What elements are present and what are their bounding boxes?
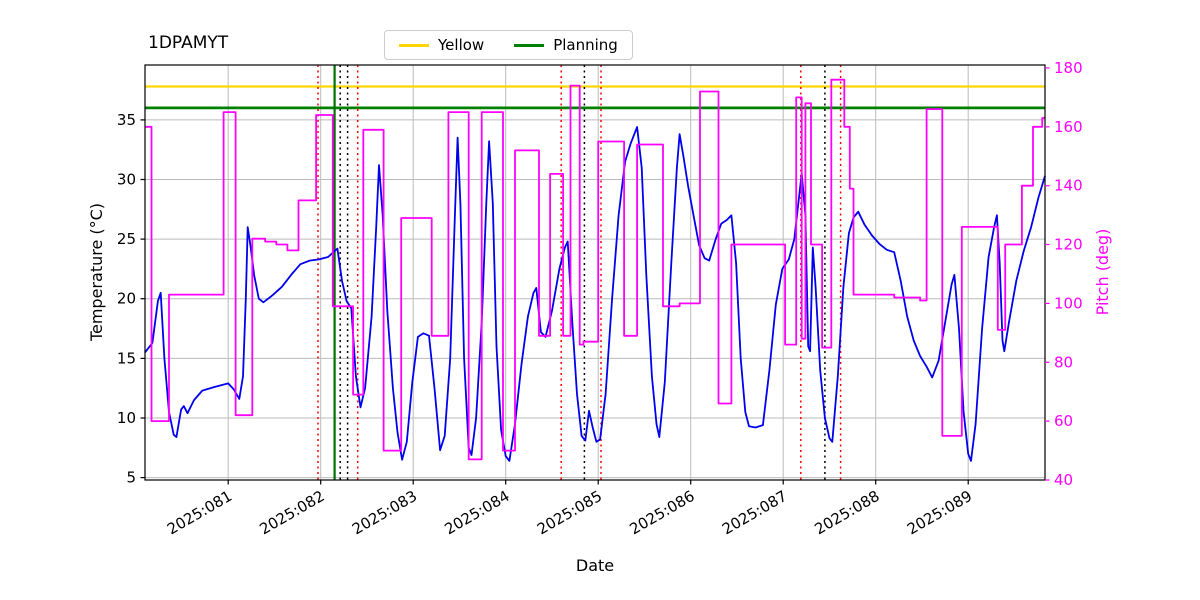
svg-text:5: 5: [126, 469, 136, 487]
legend: Yellow Planning: [384, 30, 633, 60]
svg-text:60: 60: [1054, 412, 1073, 430]
svg-text:120: 120: [1054, 236, 1083, 254]
svg-text:2025:081: 2025:081: [164, 487, 235, 539]
svg-text:35: 35: [117, 111, 136, 129]
chart-title: 1DPAMYT: [148, 33, 229, 53]
svg-text:30: 30: [117, 171, 136, 189]
temperature-series: [144, 126, 1046, 462]
legend-swatch-yellow: [399, 43, 429, 47]
legend-item-yellow: Yellow: [399, 36, 484, 54]
svg-text:100: 100: [1054, 294, 1083, 312]
grid: [145, 65, 1045, 480]
x-tick-labels: 2025:081 2025:082 2025:083 2025:084 2025:085…: [164, 480, 975, 538]
legend-swatch-planning: [514, 43, 545, 47]
svg-text:2025:087: 2025:087: [719, 487, 790, 539]
y-tick-labels-left: 5 10 15 20 25 30 35: [117, 111, 145, 487]
legend-item-planning: Planning: [514, 36, 618, 54]
svg-text:2025:085: 2025:085: [534, 487, 605, 539]
svg-text:40: 40: [1054, 471, 1073, 489]
x-axis-label: Date: [575, 556, 615, 575]
y-axis-label-right: Pitch (deg): [1093, 228, 1112, 316]
svg-text:2025:088: 2025:088: [811, 487, 882, 539]
svg-text:10: 10: [117, 409, 136, 427]
svg-text:2025:082: 2025:082: [256, 487, 327, 539]
plot-border: [144, 64, 1046, 481]
legend-label: Yellow: [438, 36, 485, 54]
y-tick-labels-right: 40 60 80 100 120 140 160 180: [1045, 59, 1083, 489]
svg-text:2025:083: 2025:083: [349, 487, 420, 539]
svg-text:25: 25: [117, 230, 136, 248]
svg-text:2025:089: 2025:089: [904, 487, 975, 539]
svg-text:160: 160: [1054, 118, 1083, 136]
pitch-series: [145, 78, 1045, 461]
legend-label: Planning: [553, 36, 618, 54]
svg-text:20: 20: [117, 290, 136, 308]
svg-text:2025:084: 2025:084: [441, 487, 512, 539]
svg-text:180: 180: [1054, 59, 1083, 77]
y-axis-label-left: Temperature (°C): [87, 202, 106, 342]
svg-text:140: 140: [1054, 177, 1083, 195]
svg-text:80: 80: [1054, 353, 1073, 371]
svg-text:2025:086: 2025:086: [626, 487, 697, 539]
svg-text:15: 15: [117, 349, 136, 367]
